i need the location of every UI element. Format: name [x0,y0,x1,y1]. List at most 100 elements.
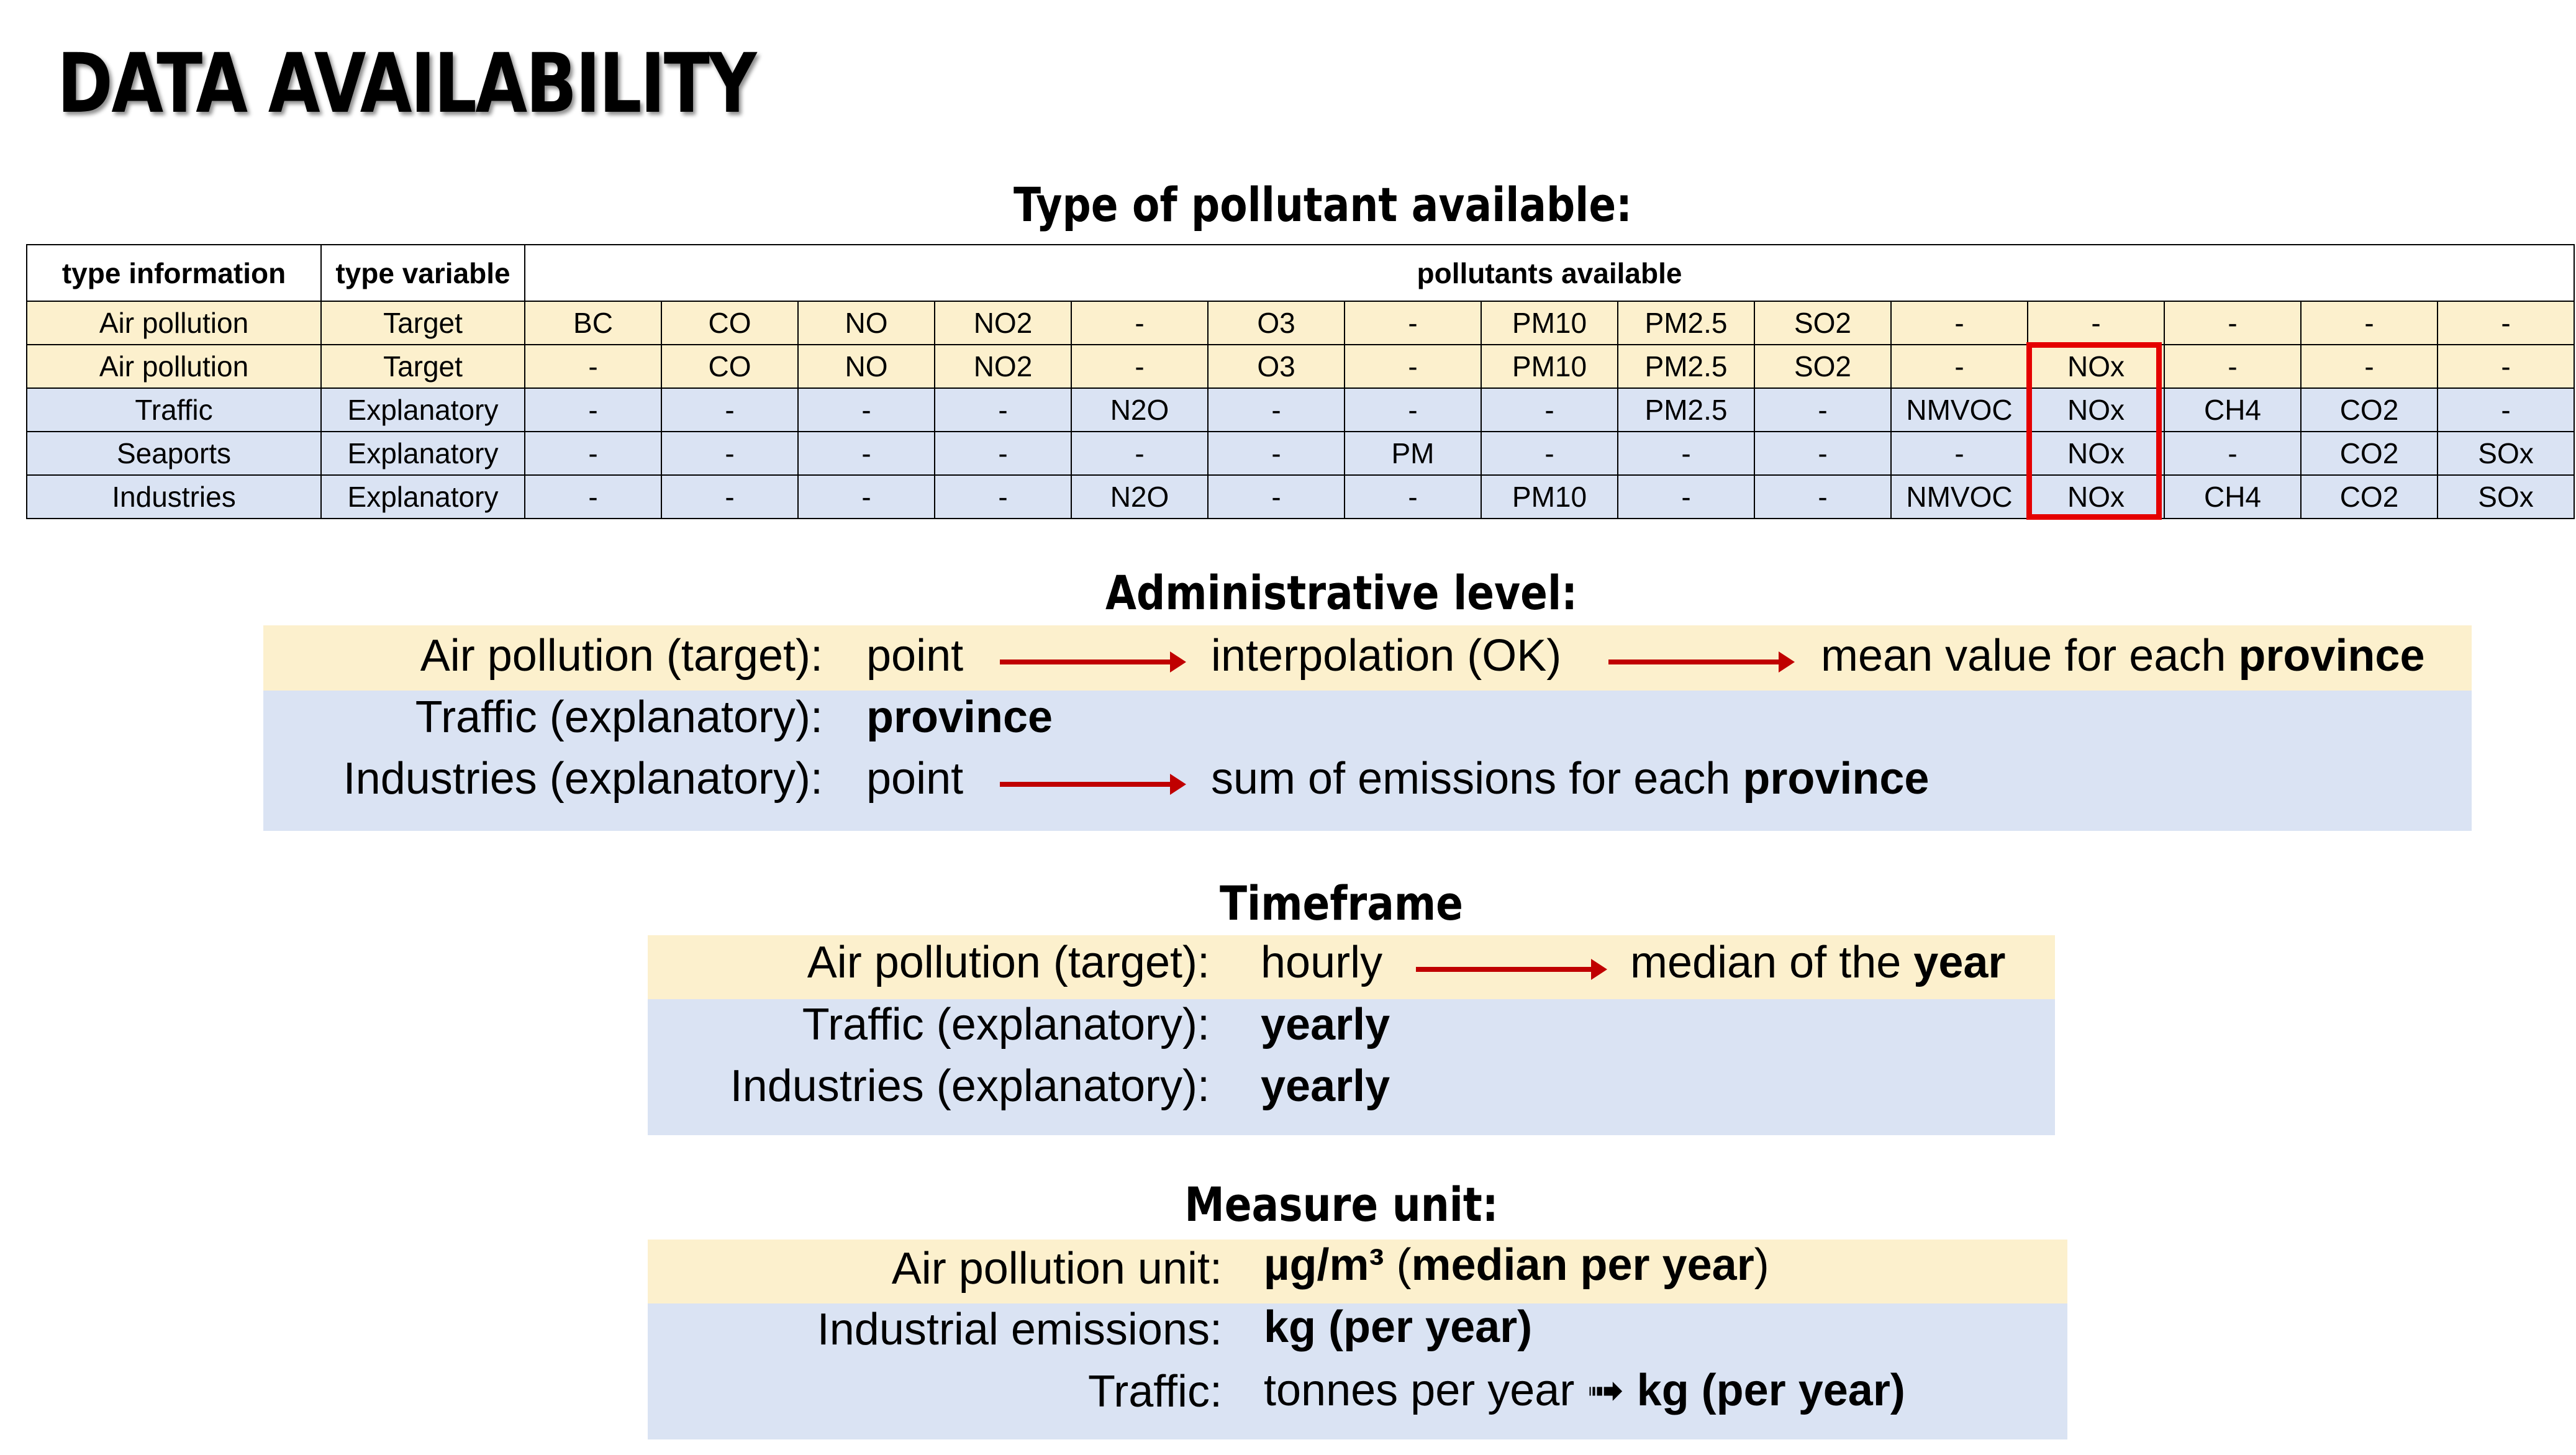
cell-pollutant: - [2437,344,2575,389]
unit-heading: Measure unit: [1184,1177,1499,1232]
cell-pollutant: - [1481,388,1618,432]
cell-pollutant: PM [1344,431,1482,476]
cell-pollutant: - [797,431,935,476]
cell-pollutant: - [661,431,799,476]
admin-traffic-province: province [866,692,1053,743]
admin-air-result: mean value for each province [1821,630,2425,681]
unit-industrial-kg: kg (per year) [1264,1302,1533,1352]
unit-band-air [648,1240,2067,1303]
cell-pollutant: - [1890,431,2028,476]
unit-industrial-value: kg (per year) [1264,1302,1532,1353]
admin-air-result-bold: province [2238,631,2425,681]
cell-pollutant: SO2 [1754,301,1892,345]
arrow-icon [1000,651,1186,673]
cell-pollutant: - [2300,344,2438,389]
timeframe-heading: Timeframe [1219,876,1464,931]
cell-pollutant: - [2300,301,2438,345]
admin-air-point: point [866,631,964,681]
cell-pollutant: - [661,474,799,519]
unit-air-close: ) [1754,1240,1769,1290]
cell-pollutant: NOx [2027,474,2165,519]
unit-traffic-kg: kg (per year) [1624,1366,1905,1415]
cell-pollutant: NOx [2027,344,2165,389]
admin-air-result-text: mean value for each [1821,631,2239,681]
admin-label-traffic: Traffic (explanatory): [415,692,823,742]
cell-pollutant: PM10 [1481,344,1618,389]
admin-industries-result: sum of emissions for each province [1211,753,1929,804]
page-title: DATA AVAILABILITY [57,36,757,132]
admin-label-air: Air pollution (target): [420,631,823,681]
cell-pollutant: CO2 [2300,474,2438,519]
cell-pollutant: - [1071,301,1209,345]
cell-pollutant: - [2437,388,2575,432]
unit-label-traffic: Traffic: [1087,1367,1222,1416]
cell-pollutant: NO2 [934,301,1072,345]
cell-pollutant: - [1344,301,1482,345]
cell-pollutant: SOx [2437,431,2575,476]
cell-pollutant: NO [797,344,935,389]
cell-pollutant: - [934,388,1072,432]
admin-air-interpolation: interpolation (OK) [1211,631,1562,681]
admin-industries-result-text: sum of emissions for each [1211,754,1743,804]
cell-pollutant: N2O [1071,388,1209,432]
cell-pollutant: - [1617,431,1755,476]
cell-type-information: Air pollution [26,344,322,389]
cell-type-information: Air pollution [26,301,322,345]
unit-air-value: µg/m³ (median per year) [1264,1240,1769,1290]
cell-pollutant: O3 [1207,344,1345,389]
header-pollutants-available: pollutants available [524,244,2575,302]
cell-pollutant: PM2.5 [1617,301,1755,345]
cell-pollutant: - [524,431,662,476]
cell-pollutant: BC [524,301,662,345]
time-industries-yearly-bold: yearly [1261,1061,1390,1111]
cell-pollutant: - [524,344,662,389]
cell-pollutant: PM2.5 [1617,344,1755,389]
time-air-result: median of the year [1630,937,2005,988]
time-air-hourly: hourly [1261,938,1383,987]
cell-pollutant: - [1344,474,1482,519]
cell-pollutant: - [2164,344,2302,389]
cell-pollutant: - [1481,431,1618,476]
admin-heading: Administrative level: [1105,565,1577,620]
cell-pollutant: - [1754,431,1892,476]
cell-pollutant: - [1071,344,1209,389]
cell-pollutant: NMVOC [1890,388,2028,432]
time-traffic-yearly: yearly [1261,999,1390,1050]
cell-pollutant: - [524,388,662,432]
cell-type-variable: Explanatory [320,388,525,432]
unit-air-paren: ( [1384,1240,1412,1290]
table-row: Air pollution Target BC CO NO NO2- O3- PM10 PM2.… [26,301,2575,345]
pollutant-heading: Type of pollutant available: [1014,177,1632,232]
header-type-variable: type variable [320,244,525,302]
admin-industries-result-bold: province [1743,754,1930,804]
cell-type-variable: Target [320,301,525,345]
cell-type-information: Seaports [26,431,322,476]
time-industries-yearly: yearly [1261,1061,1390,1112]
cell-pollutant: CO [661,301,799,345]
nox-highlight-box [2026,342,2162,520]
admin-industries-point: point [866,754,964,804]
cell-pollutant: CH4 [2164,388,2302,432]
cell-pollutant: SO2 [1754,344,1892,389]
table-row: Traffic Explanatory - - - - N2O - - - PM2.5- NMVOC N… [26,388,2575,432]
cell-pollutant: CO [661,344,799,389]
cell-type-information: Industries [26,474,322,519]
cell-type-variable: Explanatory [320,431,525,476]
unit-air-median: median per year [1411,1240,1754,1290]
cell-type-variable: Explanatory [320,474,525,519]
cell-pollutant: SOx [2437,474,2575,519]
cell-pollutant: - [797,474,935,519]
cell-pollutant: PM10 [1481,474,1618,519]
time-air-result-bold: year [1913,938,2006,987]
time-label-industries: Industries (explanatory): [730,1061,1210,1111]
cell-pollutant: - [1207,474,1345,519]
cell-pollutant: PM2.5 [1617,388,1755,432]
cell-pollutant: NOx [2027,388,2165,432]
cell-pollutant: O3 [1207,301,1345,345]
cell-pollutant: - [1344,344,1482,389]
unit-traffic-value: tonnes per year ➟ kg (per year) [1264,1364,1905,1416]
time-air-result-text: median of the [1630,938,1914,987]
cell-pollutant: - [1344,388,1482,432]
admin-band-target [263,625,2472,691]
time-traffic-yearly-bold: yearly [1261,1000,1390,1049]
